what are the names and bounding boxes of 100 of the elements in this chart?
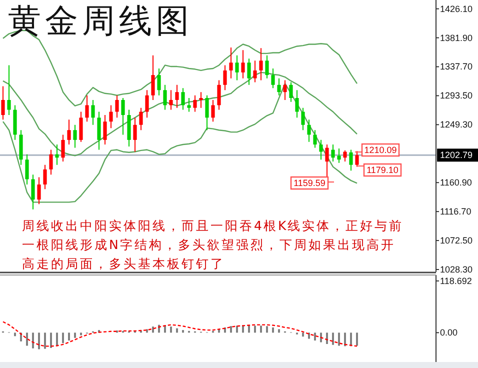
bar xyxy=(74,332,76,338)
y-tick-label: 1249.30 xyxy=(440,120,473,130)
bar xyxy=(260,326,262,333)
candlestick xyxy=(61,134,65,162)
candlestick xyxy=(163,84,167,110)
y-tick-label: 118.692 xyxy=(440,276,472,286)
candlestick xyxy=(187,97,191,112)
candlestick xyxy=(55,144,59,166)
candlestick xyxy=(193,94,197,112)
candlestick xyxy=(337,148,341,164)
candlestick xyxy=(73,124,77,148)
line-series xyxy=(2,82,358,203)
bar xyxy=(350,332,352,346)
candlestick xyxy=(67,119,71,146)
candlestick xyxy=(259,48,263,81)
candlestick xyxy=(235,54,239,81)
bar xyxy=(356,332,358,346)
bar xyxy=(266,326,268,333)
candlestick xyxy=(109,104,113,129)
candlestick xyxy=(79,111,83,142)
y-tick-label: 1028.30 xyxy=(440,264,473,274)
bar xyxy=(62,332,64,344)
y-tick-label: 1160.90 xyxy=(440,178,472,188)
bar xyxy=(14,332,16,336)
candlestick xyxy=(139,107,143,131)
bar xyxy=(38,332,40,350)
ref-line-label: 1202.79 xyxy=(440,150,473,160)
y-tick-label: 1116.70 xyxy=(440,206,472,217)
y-tick-label: 1426.10 xyxy=(440,4,473,14)
candlestick xyxy=(241,50,245,79)
candlestick xyxy=(223,64,227,91)
text: 1179.10 xyxy=(366,165,398,175)
bar xyxy=(236,326,238,333)
bar xyxy=(44,332,46,349)
candlestick xyxy=(349,149,353,172)
candlestick xyxy=(97,111,101,150)
bar xyxy=(80,332,82,336)
candlestick xyxy=(289,82,293,102)
chart-title: 黄金周线图 xyxy=(8,1,193,40)
candlestick xyxy=(91,99,95,126)
y-tick-label: 0.00 xyxy=(440,328,458,338)
bar xyxy=(176,328,178,333)
y-tick-label: 1381.90 xyxy=(440,32,473,43)
bar xyxy=(152,326,154,333)
candlestick xyxy=(181,88,185,110)
bar xyxy=(302,332,304,337)
bar xyxy=(32,332,34,348)
bar xyxy=(56,332,58,346)
bar xyxy=(338,332,340,346)
candlestick xyxy=(151,54,155,100)
candlestick xyxy=(7,64,11,116)
candlestick xyxy=(343,150,347,162)
bar xyxy=(314,332,316,341)
bar xyxy=(278,329,280,333)
bar xyxy=(320,332,322,342)
candlestick xyxy=(211,99,215,122)
candlestick xyxy=(25,154,29,185)
candlestick xyxy=(169,90,173,110)
text: 1210.09 xyxy=(364,145,397,155)
candlestick xyxy=(331,144,335,162)
candlestick xyxy=(355,150,359,168)
candlestick xyxy=(313,130,317,148)
candlestick xyxy=(115,94,119,118)
bar xyxy=(170,326,172,333)
bar xyxy=(272,327,274,333)
candlestick xyxy=(31,174,35,210)
annotation: 周线收出中阳实体阳线，而且一阳吞4根K线实体，正好与前一根阳线形成N字结构，多头欲望强烈，下周如果出现高开高走的局面，多头基本板钉钉了 xyxy=(22,218,404,270)
candlestick xyxy=(301,107,305,131)
candlestick xyxy=(217,80,221,110)
candlestick xyxy=(271,68,275,89)
candlestick xyxy=(319,139,323,160)
candlestick xyxy=(283,80,287,100)
candlestick xyxy=(157,68,161,96)
candlestick xyxy=(43,164,47,190)
bar xyxy=(230,326,232,333)
bar xyxy=(50,332,52,348)
candlestick xyxy=(199,92,203,108)
candlestick xyxy=(103,114,107,146)
bar xyxy=(68,332,70,341)
y-tick-label: 1072.50 xyxy=(440,236,473,246)
y-tick-label: 1337.70 xyxy=(440,62,473,72)
candlestick xyxy=(49,149,53,176)
bar xyxy=(182,330,184,333)
candlestick xyxy=(295,90,299,118)
y-tick-label: 1293.50 xyxy=(440,90,473,101)
candlestick xyxy=(175,84,179,108)
candlestick xyxy=(121,97,125,136)
bar xyxy=(344,332,346,346)
candlestick xyxy=(247,58,251,86)
bar xyxy=(26,332,28,346)
bar xyxy=(146,329,148,333)
candlestick xyxy=(133,117,137,152)
candlestick xyxy=(253,60,257,83)
candlestick xyxy=(37,176,41,205)
candlestick xyxy=(145,90,149,118)
bar xyxy=(332,332,334,345)
bar xyxy=(254,326,256,333)
candlestick xyxy=(205,94,209,131)
candlestick xyxy=(85,94,89,122)
line-series xyxy=(2,321,358,347)
